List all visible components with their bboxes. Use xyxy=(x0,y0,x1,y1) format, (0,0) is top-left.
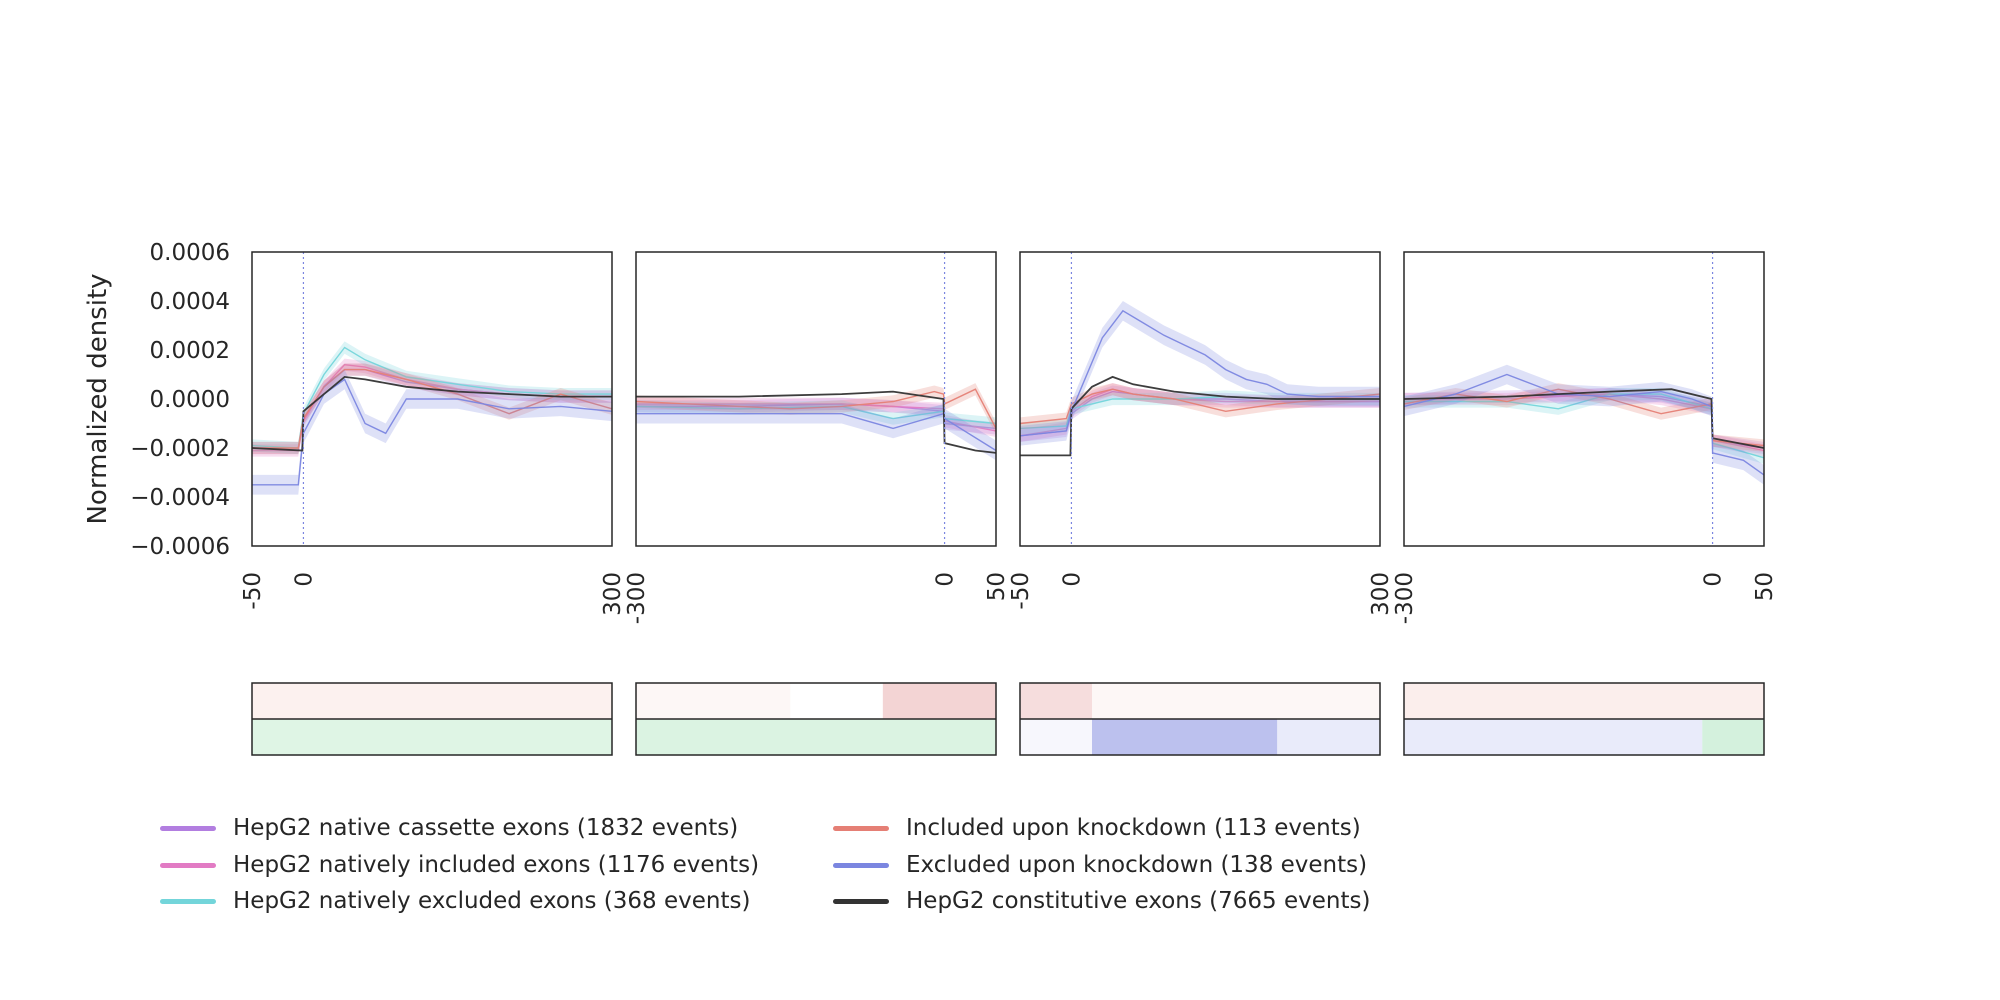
y-tick-label: 0.0000 xyxy=(150,387,230,413)
panel-2: -300 0 50 xyxy=(624,251,1010,624)
plot-frame xyxy=(1019,251,1381,547)
legend-label: HepG2 constitutive exons (7665 events) xyxy=(906,888,1371,914)
legend-entry: Included upon knockdown (113 events) xyxy=(833,812,1361,844)
x-tick-label: 0 xyxy=(1059,572,1085,587)
legend-swatch xyxy=(160,898,216,904)
series-line xyxy=(1019,388,1381,425)
heatmap-segment-bottom xyxy=(1020,719,1092,755)
heatmap-segment-bottom xyxy=(636,719,996,755)
heatmap-3 xyxy=(1019,682,1381,756)
heatmap-4 xyxy=(1403,682,1765,756)
series-band xyxy=(1020,390,1380,435)
series-line xyxy=(1019,309,1380,437)
series-band xyxy=(1404,388,1764,455)
legend-label: Included upon knockdown (113 events) xyxy=(906,815,1361,841)
legend-swatch xyxy=(160,862,216,868)
series-line xyxy=(251,375,612,452)
series-band xyxy=(1020,383,1380,442)
series-line xyxy=(252,368,613,449)
heatmap-segment-bottom xyxy=(1092,719,1278,755)
series-line xyxy=(636,390,997,454)
x-tick-label: 0 xyxy=(291,572,317,587)
legend-entry: HepG2 constitutive exons (7665 events) xyxy=(833,885,1370,917)
series-band xyxy=(1020,383,1380,430)
legend-entry: HepG2 native cassette exons (1832 events… xyxy=(160,812,738,844)
legend-swatch xyxy=(833,898,889,904)
legend-swatch xyxy=(833,862,889,868)
heatmap-segment-top xyxy=(252,683,612,719)
plot-frame xyxy=(1403,251,1765,547)
series-band xyxy=(252,341,612,455)
heatmap-segment-top xyxy=(1020,683,1092,719)
legend-swatch xyxy=(160,825,216,831)
heatmap-segment-bottom xyxy=(1277,719,1380,755)
y-axis-label: Normalized density xyxy=(83,273,113,524)
x-tick-label: 0 xyxy=(933,572,959,587)
x-tick-label: 300 xyxy=(600,572,626,616)
y-tick-label: 0.0004 xyxy=(150,289,230,315)
x-tick-label: -300 xyxy=(1392,572,1418,624)
series-band xyxy=(636,403,996,461)
panel-1: -50 0 300 xyxy=(240,251,626,616)
series-band xyxy=(636,400,996,430)
series-band xyxy=(1020,301,1380,446)
heatmap-segment-top xyxy=(636,683,791,719)
heatmap-segment-bottom xyxy=(1404,719,1703,755)
plot-frame xyxy=(251,251,613,547)
heatmap-1 xyxy=(251,682,613,756)
heatmap-2 xyxy=(635,682,997,756)
series-band xyxy=(252,369,612,495)
panel-3: -50 0 300 xyxy=(1008,251,1394,616)
x-tick-label: 50 xyxy=(1752,572,1778,601)
heatmap-segment-bottom xyxy=(1702,719,1764,755)
series-band xyxy=(252,363,612,455)
x-tick-label: -50 xyxy=(240,572,266,610)
panel-4: -300 0 50 xyxy=(1392,251,1778,624)
y-tick-label: 0.0006 xyxy=(150,240,230,266)
series-band xyxy=(252,363,612,455)
heatmap-segment-top xyxy=(1404,683,1764,719)
legend-label: HepG2 native cassette exons (1832 events… xyxy=(233,815,739,841)
x-tick-label: 300 xyxy=(1368,572,1394,616)
heatmap-segment-top xyxy=(1092,683,1380,719)
y-tick-label: 0.0002 xyxy=(150,338,230,364)
series-line xyxy=(1403,373,1765,476)
legend-label: Excluded upon knockdown (138 events) xyxy=(906,852,1368,878)
plot-frame xyxy=(635,251,997,547)
x-tick-label: 50 xyxy=(984,572,1010,601)
series-line xyxy=(1020,375,1380,457)
heatmap-segment-top xyxy=(882,683,996,719)
legend-entry: HepG2 natively included exons (1176 even… xyxy=(160,849,759,881)
y-tick-label: −0.0006 xyxy=(130,534,230,560)
legend-entry: Excluded upon knockdown (138 events) xyxy=(833,849,1367,881)
series-band xyxy=(636,383,996,435)
x-tick-label: 0 xyxy=(1701,572,1727,587)
series-line xyxy=(635,388,997,429)
heatmap-segment-bottom xyxy=(252,719,612,755)
legend: HepG2 native cassette exons (1832 events… xyxy=(160,812,1460,922)
y-tick-label: −0.0004 xyxy=(130,485,230,511)
legend-swatch xyxy=(833,825,889,831)
x-tick-label: -300 xyxy=(624,572,650,624)
legend-entry: HepG2 natively excluded exons (368 event… xyxy=(160,885,750,917)
y-tick-label: −0.0002 xyxy=(130,436,230,462)
legend-label: HepG2 natively excluded exons (368 event… xyxy=(233,888,751,914)
legend-label: HepG2 natively included exons (1176 even… xyxy=(233,852,760,878)
series-band xyxy=(1404,388,1764,457)
series-band xyxy=(1404,388,1764,464)
x-tick-label: -50 xyxy=(1008,572,1034,610)
series-band xyxy=(1404,364,1764,485)
